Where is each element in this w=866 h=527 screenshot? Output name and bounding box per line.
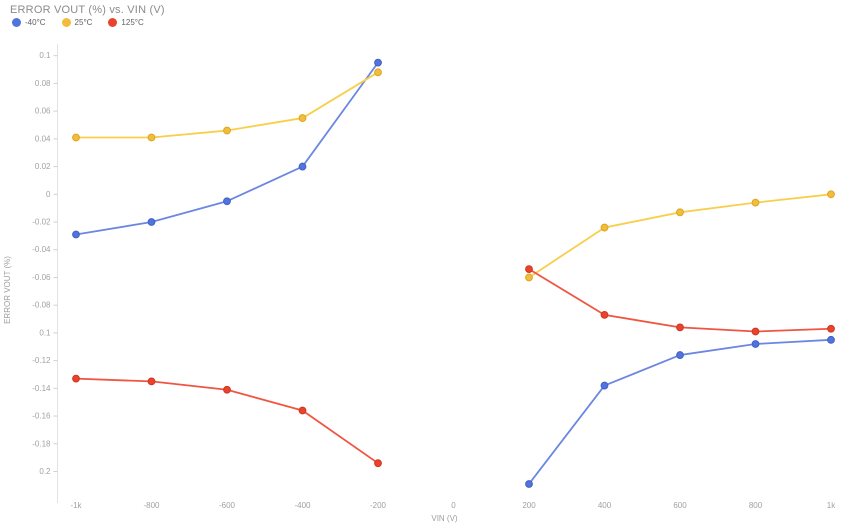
x-tick-label: 200 — [522, 501, 536, 510]
data-point-marker — [751, 198, 760, 207]
y-tick-label: -0.18 — [32, 439, 51, 448]
data-point-marker — [374, 58, 382, 67]
data-point-marker — [72, 133, 80, 142]
x-tick-label: 1k — [827, 501, 836, 510]
x-tick-label: 0 — [451, 501, 456, 510]
x-tick-label: 400 — [598, 501, 612, 510]
legend-item-1[interactable]: 25°C — [61, 18, 93, 27]
data-point-marker — [600, 381, 609, 390]
y-tick-label: -0.14 — [32, 384, 51, 393]
y-tick-label: -0.04 — [32, 245, 51, 254]
chart-legend: -40°C 25°C 125°C — [12, 18, 144, 27]
y-tick-label: 0.06 — [35, 107, 51, 116]
series-line — [528, 338, 832, 485]
y-tick-label: 0.2 — [39, 467, 51, 476]
y-tick-label: 0.08 — [35, 79, 51, 88]
data-point-marker — [374, 68, 382, 77]
x-tick-label: -200 — [370, 501, 387, 510]
data-point-marker — [751, 340, 760, 348]
data-point-marker — [676, 208, 684, 217]
legend-swatch-icon — [108, 18, 118, 27]
legend-item-label: -40°C — [25, 18, 46, 27]
x-tick-label: -800 — [143, 501, 160, 510]
y-tick-label: 0.02 — [35, 162, 51, 171]
y-axis-title: ERROR VOUT (%) — [3, 256, 12, 324]
data-point-marker — [72, 374, 80, 383]
data-point-marker — [827, 324, 835, 333]
data-point-marker — [223, 197, 231, 206]
data-point-marker — [525, 265, 533, 274]
legend-item-0[interactable]: -40°C — [12, 18, 46, 27]
data-point-marker — [374, 459, 382, 468]
data-point-marker — [223, 385, 231, 394]
data-point-marker — [827, 190, 835, 199]
y-tick-label: -0.16 — [32, 412, 51, 421]
legend-swatch-icon — [61, 18, 71, 27]
y-tick-label: 0.1 — [39, 51, 51, 60]
y-tick-label: -0.12 — [32, 356, 51, 365]
data-point-marker — [600, 310, 609, 319]
data-point-marker — [72, 230, 80, 239]
y-tick-label: -0.08 — [32, 301, 51, 310]
legend-item-label: 125°C — [121, 18, 144, 27]
data-point-marker — [298, 406, 307, 415]
legend-swatch-icon — [12, 18, 21, 27]
x-axis-title: VIN (V) — [431, 514, 458, 523]
data-point-marker — [298, 162, 307, 171]
chart-title: ERROR VOUT (%) vs. VIN (V) — [10, 4, 165, 16]
x-tick-label: 600 — [673, 501, 687, 510]
data-point-marker — [298, 114, 307, 122]
legend-item-label: 25°C — [74, 18, 93, 27]
data-point-marker — [600, 223, 609, 232]
data-point-marker — [676, 323, 684, 332]
series-line — [75, 61, 379, 236]
data-point-marker — [147, 377, 156, 386]
data-point-marker — [827, 335, 835, 344]
x-tick-label: -600 — [219, 501, 236, 510]
y-tick-label: 0.04 — [35, 134, 51, 143]
data-point-marker — [147, 218, 156, 226]
x-tick-label: -1k — [70, 501, 82, 510]
data-point-marker — [751, 327, 760, 336]
series-line — [528, 193, 832, 279]
y-tick-label: 0 — [46, 190, 51, 199]
data-point-marker — [147, 133, 156, 142]
x-tick-label: -400 — [294, 501, 311, 510]
data-point-marker — [676, 351, 684, 359]
legend-item-2[interactable]: 125°C — [108, 18, 144, 27]
x-tick-label: 800 — [749, 501, 763, 510]
y-tick-label: 0.1 — [39, 328, 51, 337]
data-point-marker — [525, 480, 533, 488]
data-point-marker — [525, 273, 533, 282]
data-point-marker — [223, 126, 231, 135]
y-tick-label: -0.02 — [32, 218, 51, 227]
series-line — [528, 268, 832, 333]
y-tick-label: -0.06 — [32, 273, 51, 282]
